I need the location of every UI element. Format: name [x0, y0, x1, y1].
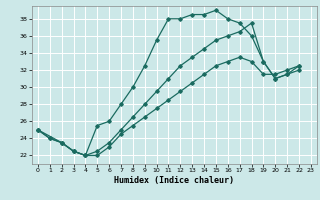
X-axis label: Humidex (Indice chaleur): Humidex (Indice chaleur): [115, 176, 234, 185]
